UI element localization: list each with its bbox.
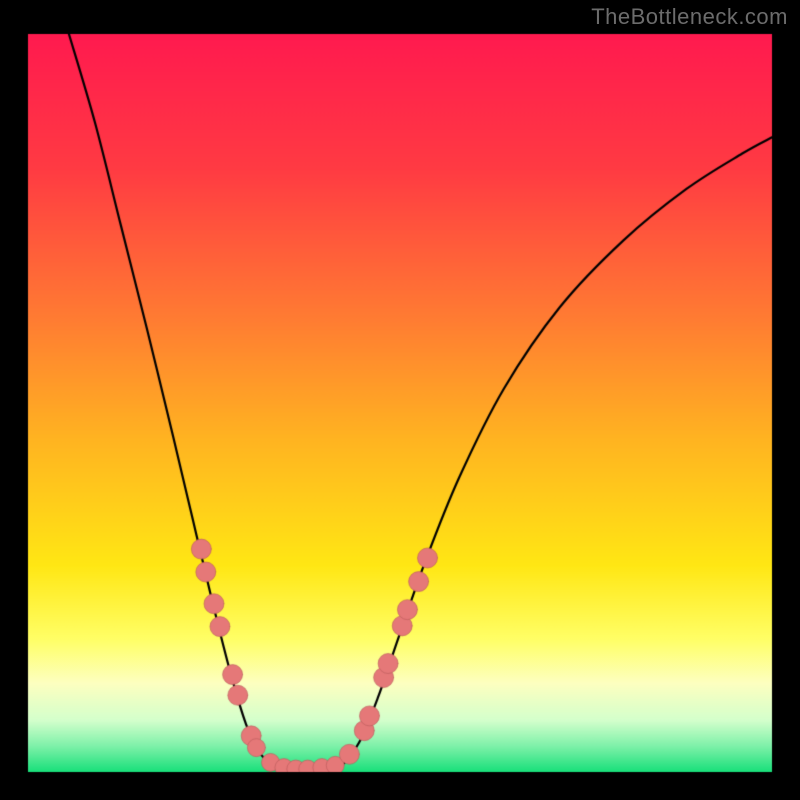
chart-stage: TheBottleneck.com [0, 0, 800, 800]
watermark-text: TheBottleneck.com [591, 4, 788, 30]
bottleneck-chart-canvas [0, 0, 800, 800]
